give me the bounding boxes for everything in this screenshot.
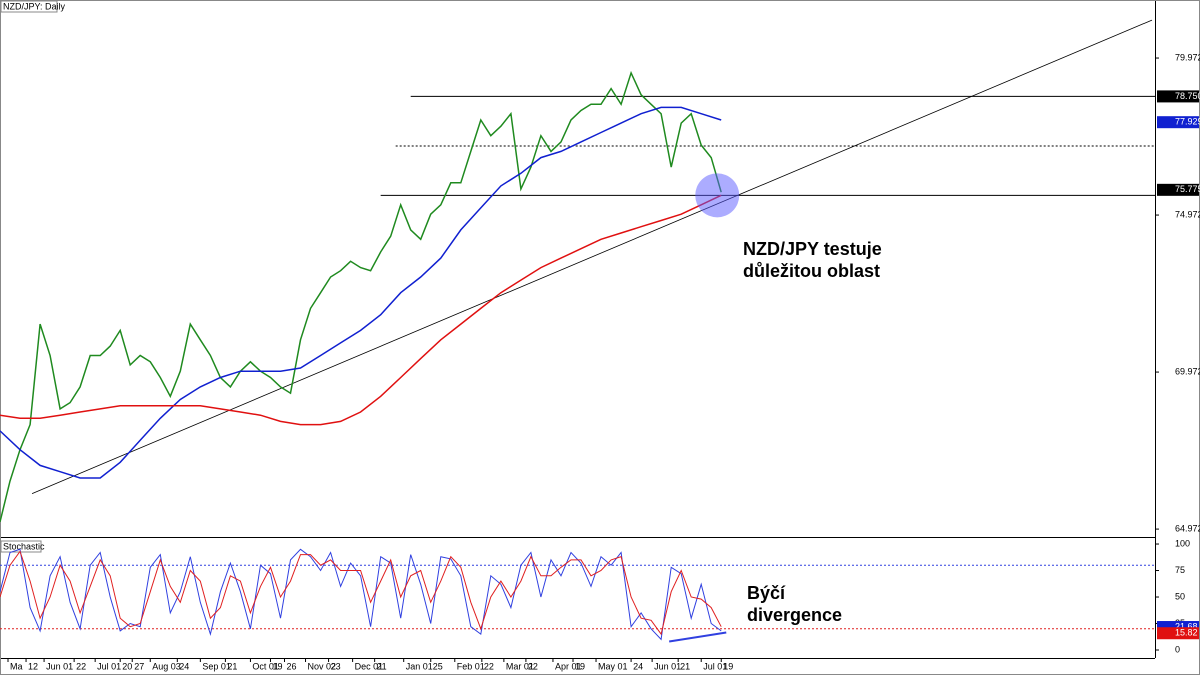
x-tick-label: Sep 01 [202,661,231,671]
annotation: divergence [747,605,842,625]
x-tick-label: 24 [633,661,643,671]
price-box [1157,627,1199,640]
y-tick-label: 79.972 [1175,52,1200,62]
x-tick-label: 21 [377,661,387,671]
x-tick-label: Dec 01 [355,661,384,671]
y-tick-label: 0 [1175,644,1180,654]
annotation: Býčí [747,583,786,603]
divergence-line [669,631,727,643]
price-box-label: 21.68 [1175,621,1198,631]
y-tick-label: 69.972 [1175,366,1200,376]
x-tick-label: 12 [28,661,38,671]
y-tick-label: 74.972 [1175,209,1200,219]
series-line [0,70,722,523]
x-tick-label: 19 [575,661,585,671]
title-box [0,540,42,553]
chart-title: NZD/JPY: Daily [3,1,66,11]
y-tick-label: 50 [1175,591,1185,601]
x-tick-label: Jun 01 [46,661,73,671]
price-box-label: 77.929 [1175,117,1200,127]
x-tick-label: 21 [680,661,690,671]
chart-title: Stochastic [3,541,45,551]
x-tick-label: 22 [76,661,86,671]
x-tick-label: 22 [528,661,538,671]
x-tick-label: 26 [286,661,296,671]
y-tick-label: 64.972 [1175,523,1200,533]
x-tick-label: Oct 01 [252,661,279,671]
x-tick-label: 24 [179,661,189,671]
x-tick-label: 27 [134,661,144,671]
price-box [1157,183,1199,196]
highlight-circle [695,173,740,218]
x-tick-label: Jul 01 [703,661,727,671]
series-line [0,106,722,479]
annotation: NZD/JPY testuje [743,239,882,259]
price-box [1157,90,1199,103]
x-tick-label: 23 [331,661,341,671]
price-box-label: 75.775 [1175,184,1200,194]
x-tick-label: Nov 02 [308,661,337,671]
price-box-label: 78.750 [1175,91,1200,101]
x-tick-label: 19 [272,661,282,671]
x-tick-label: Feb 01 [457,661,485,671]
series-line [0,548,722,641]
trendline [31,19,1153,495]
series-line [0,550,722,636]
series-line [0,194,722,426]
x-tick-label: Jan 01 [406,661,433,671]
price-box-label: 15.82 [1175,628,1198,638]
x-tick-label: Jun 01 [654,661,681,671]
x-tick-label: 25 [433,661,443,671]
price-box [1157,116,1199,129]
y-tick-label: 100 [1175,538,1190,548]
x-tick-label: May 01 [598,661,628,671]
x-tick-label: 22 [484,661,494,671]
x-tick-label: Mar 01 [506,661,534,671]
x-tick-label: Jul 01 [97,661,121,671]
x-tick-label: 19 [723,661,733,671]
x-tick-label: Aug 03 [152,661,181,671]
x-tick-label: Apr 01 [555,661,582,671]
x-tick-label: Ma [10,661,23,671]
title-box [0,0,58,13]
x-tick-label: 21 [227,661,237,671]
y-tick-label: 75 [1175,565,1185,575]
annotation: důležitou oblast [743,261,880,281]
x-tick-label: 20 [122,661,132,671]
